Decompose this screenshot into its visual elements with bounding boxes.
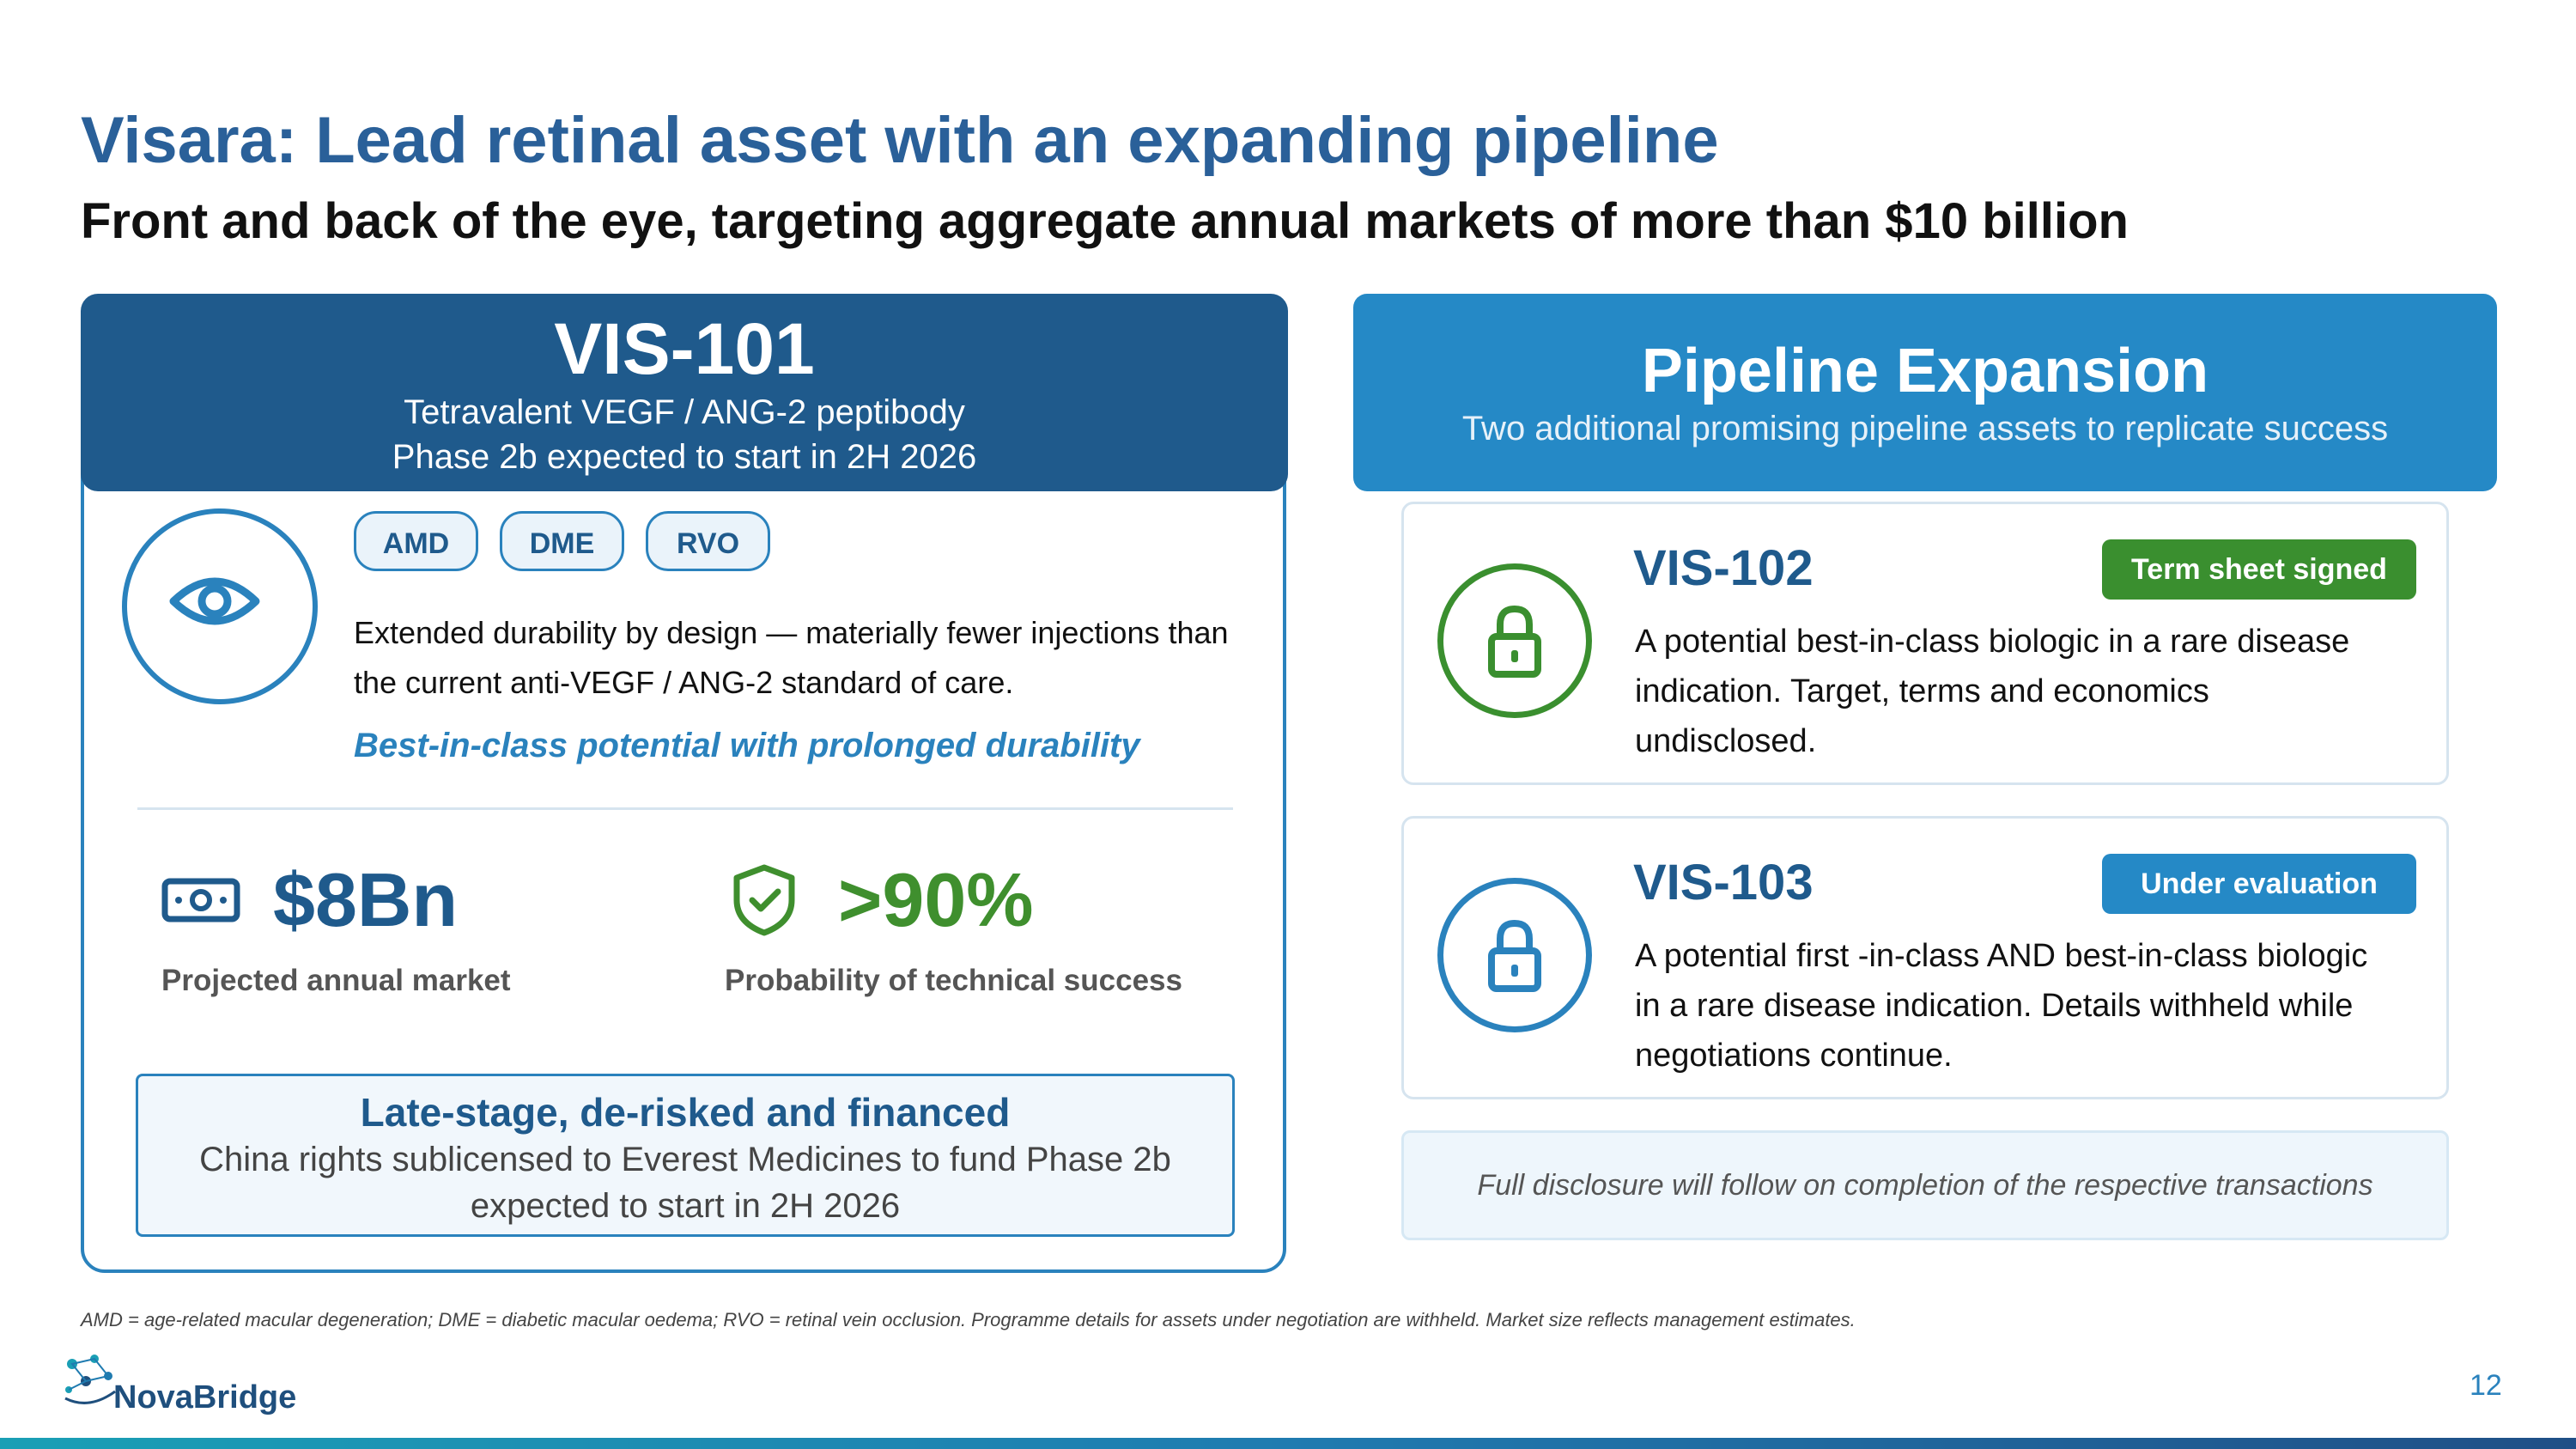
market-size-label: Projected annual market (161, 964, 511, 997)
bottom-accent-bar (0, 1438, 2576, 1449)
footnote: AMD = age-related macular degeneration; … (81, 1309, 1856, 1330)
lock-icon-badge (1437, 563, 1592, 718)
indication-tag-amd: AMD (354, 511, 478, 571)
asset-description-vis-103: A potential first -in-class AND best-in-… (1635, 938, 2368, 1074)
callout-title: Late-stage, de-risked and financed (360, 1090, 1011, 1135)
page-title: Visara: Lead retinal asset with an expan… (81, 104, 1719, 177)
page-number: 12 (2470, 1369, 2502, 1402)
pipeline-subtitle: Two additional promising pipeline assets… (1461, 410, 2389, 447)
indication-tag-dme: DME (500, 511, 624, 571)
disclosure-note: Full disclosure will follow on completio… (1401, 1130, 2449, 1240)
financing-callout: Late-stage, de-risked and financed China… (136, 1074, 1235, 1237)
page-subtitle: Front and back of the eye, targeting agg… (81, 193, 2129, 249)
lock-icon (1488, 605, 1541, 678)
asset-description-vis-102: A potential best-in-class biologic in a … (1635, 624, 2350, 759)
pts-value: >90% (838, 857, 1034, 942)
money-icon (161, 878, 240, 922)
lead-asset-header: VIS-101 Tetravalent VEGF / ANG-2 peptibo… (81, 294, 1288, 491)
pipeline-header: Pipeline Expansion Two additional promis… (1353, 294, 2497, 491)
lock-icon-badge (1437, 878, 1592, 1032)
indication-tag-rvo: RVO (646, 511, 770, 571)
company-logo-text: NovaBridge (113, 1379, 297, 1416)
eye-icon-badge (122, 508, 318, 704)
asset-name-vis-103: VIS-103 (1633, 855, 1814, 910)
pts-label: Probability of technical success (725, 964, 1182, 997)
status-badge-vis-102: Term sheet signed (2102, 539, 2416, 600)
pipeline-title: Pipeline Expansion (1641, 337, 2209, 405)
status-badge-vis-103: Under evaluation (2102, 854, 2416, 914)
lead-asset-description: Extended durability by design — material… (354, 615, 1229, 700)
lead-asset-name: VIS-101 (554, 308, 815, 389)
market-size-value: $8Bn (273, 857, 459, 942)
asset-name-vis-102: VIS-102 (1633, 540, 1814, 596)
lead-asset-line2: Phase 2b expected to start in 2H 2026 (392, 438, 977, 476)
divider (137, 807, 1233, 810)
lock-icon (1488, 919, 1541, 992)
lead-asset-line1: Tetravalent VEGF / ANG-2 peptibody (404, 393, 965, 431)
eye-icon (169, 577, 260, 625)
shield-check-icon (733, 864, 795, 936)
callout-body: China rights sublicensed to Everest Medi… (199, 1141, 1171, 1225)
lead-asset-accent: Best-in-class potential with prolonged d… (354, 727, 1140, 764)
novabridge-logo-icon (64, 1355, 116, 1404)
